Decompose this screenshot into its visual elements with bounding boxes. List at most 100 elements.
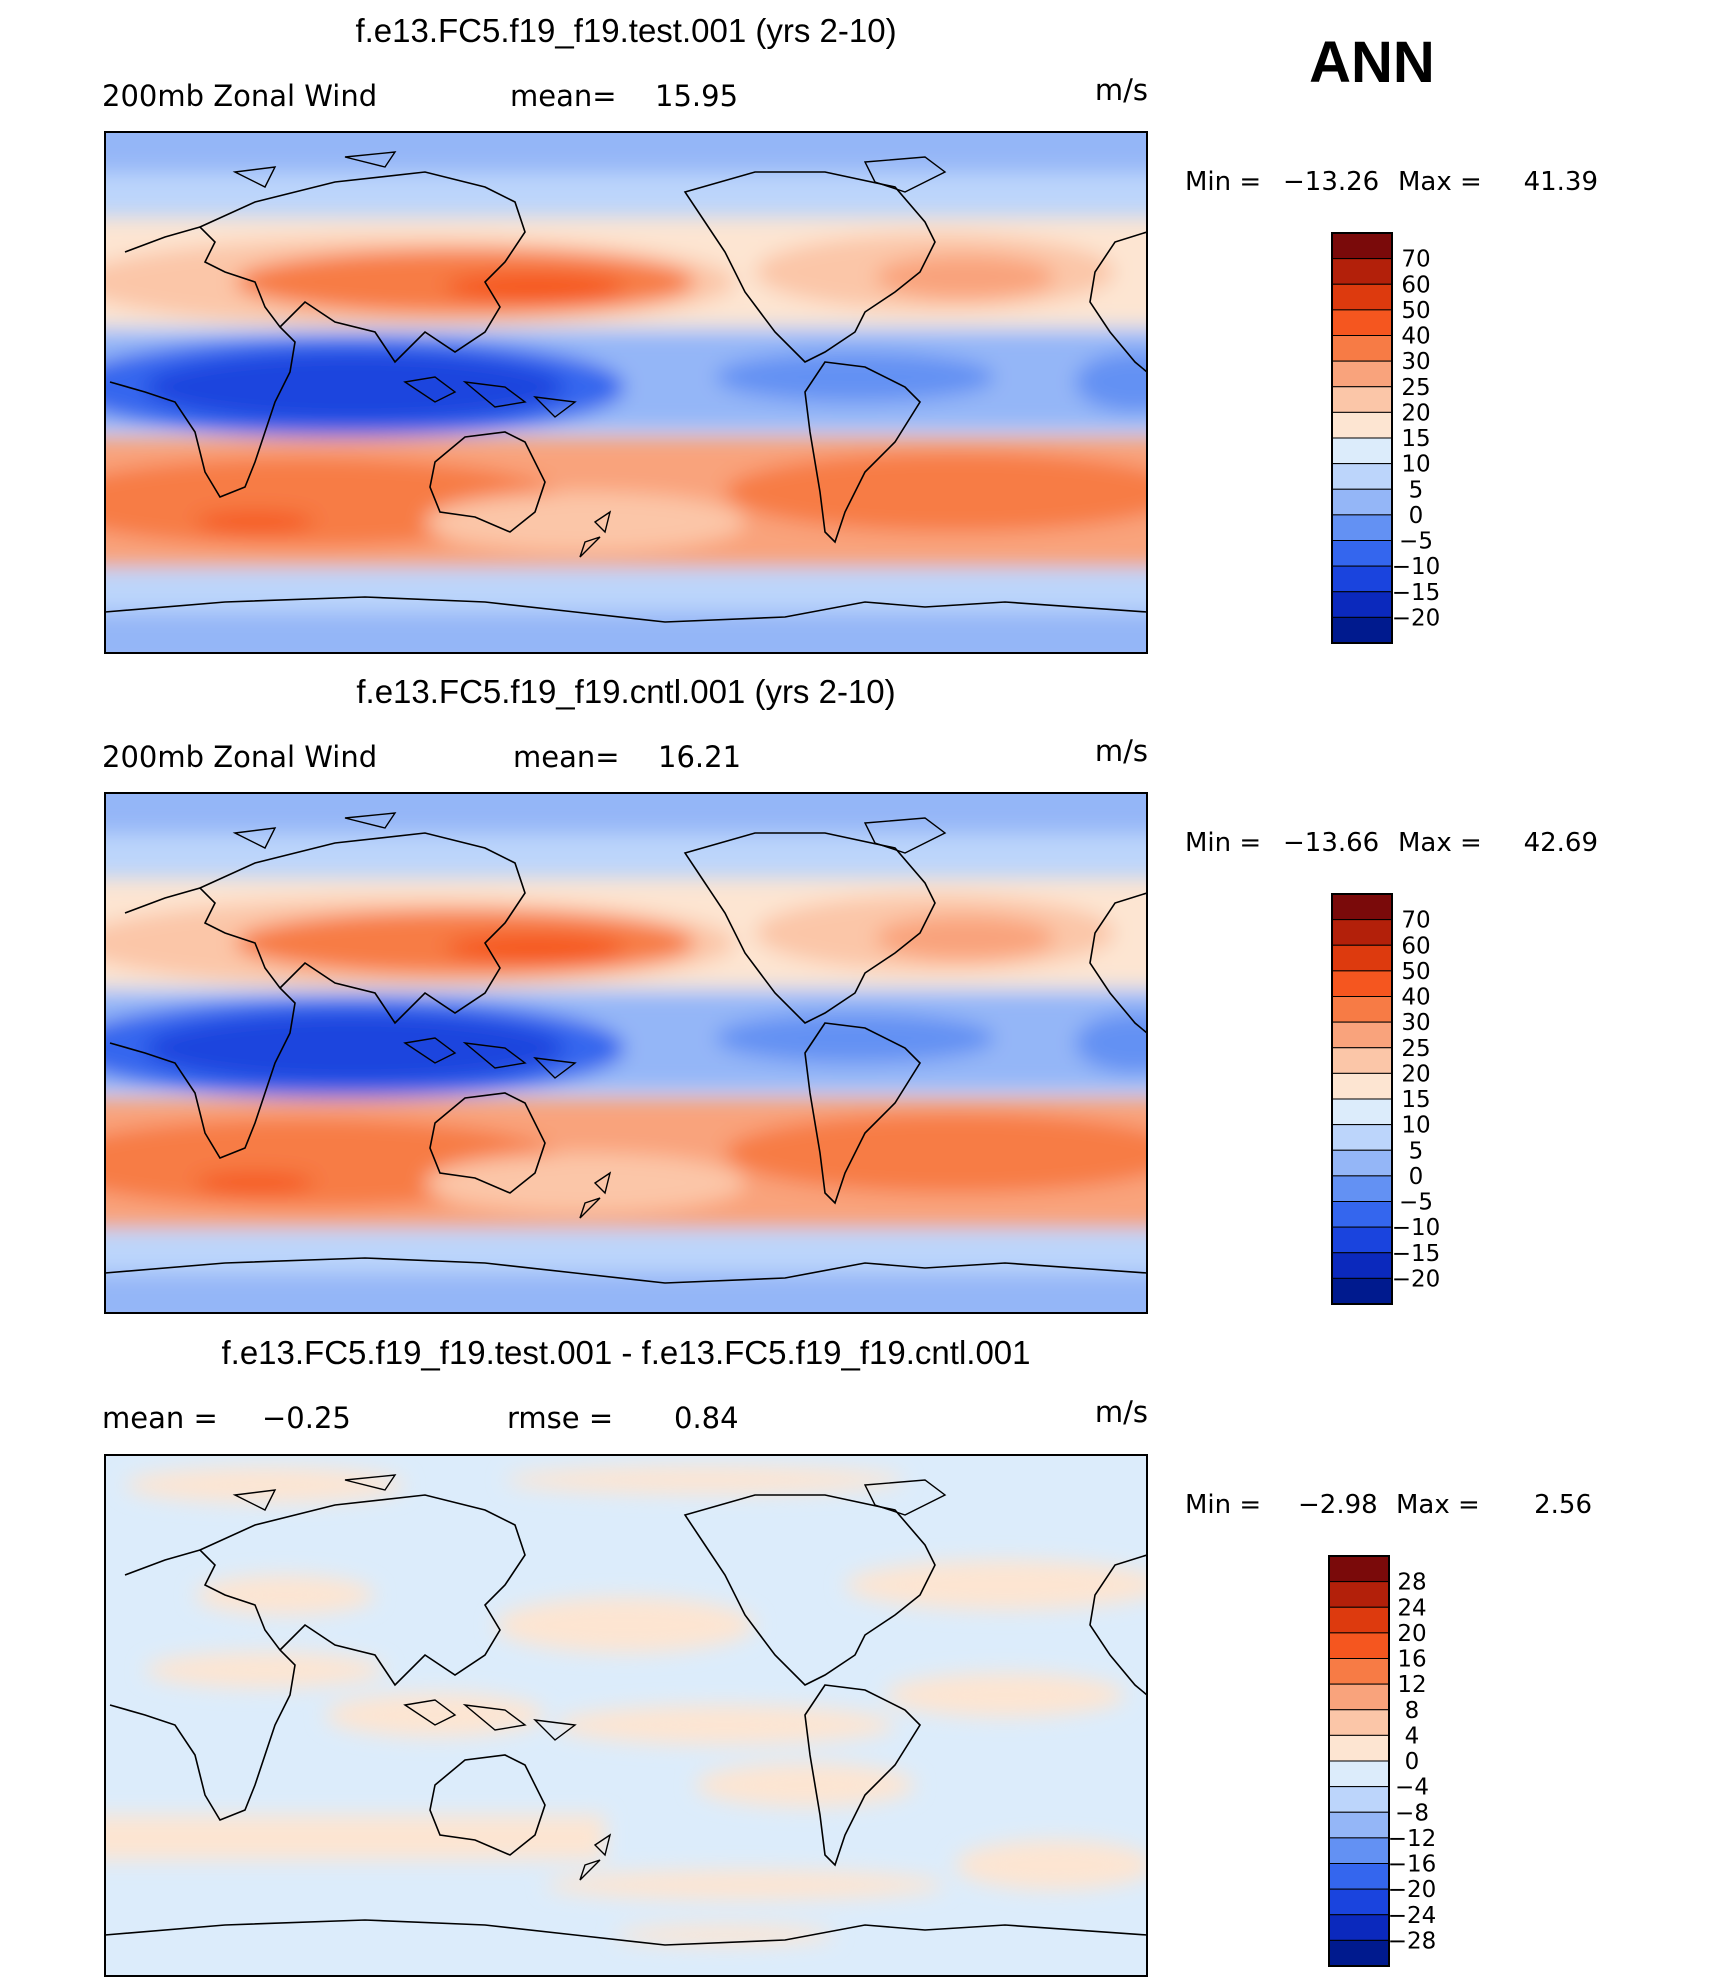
colorbar-box xyxy=(1328,1734,1390,1762)
colorbar-tick-label: 50 xyxy=(1401,959,1430,985)
colorbar-frame xyxy=(1331,232,1393,644)
colorbar-tick-label: −5 xyxy=(1399,1190,1433,1216)
colorbar-tick-label: −15 xyxy=(1392,1241,1441,1267)
mean-label: mean= xyxy=(513,740,620,774)
colorbar-tick-label: 28 xyxy=(1397,1570,1426,1596)
colorbar-box xyxy=(1328,1939,1390,1967)
min-label: Min = xyxy=(1185,167,1261,197)
min-value: −13.66 xyxy=(1283,828,1379,858)
colorbar-box xyxy=(1328,1914,1390,1941)
colorbar-tick-label: 40 xyxy=(1401,324,1430,350)
season-label: ANN xyxy=(1309,30,1435,95)
panel-difference: f.e13.FC5.f19_f19.test.001 - f.e13.FC5.f… xyxy=(102,1334,1592,1977)
mean-value: −0.25 xyxy=(262,1401,351,1435)
colorbar-box xyxy=(1328,1760,1390,1788)
panel-test: f.e13.FC5.f19_f19.test.001 (yrs 2-10) 20… xyxy=(102,12,1598,672)
colorbar-box xyxy=(1331,1098,1393,1126)
colorbar-box xyxy=(1331,919,1393,946)
map-frame xyxy=(104,792,1148,1314)
mean-value: 16.21 xyxy=(658,740,741,774)
colorbar-tick-label: 50 xyxy=(1401,298,1430,324)
colorbar-box xyxy=(1331,411,1393,439)
min-value: −13.26 xyxy=(1283,167,1379,197)
panel-title: f.e13.FC5.f19_f19.test.001 (yrs 2-10) xyxy=(355,12,896,49)
max-value: 42.69 xyxy=(1524,828,1598,858)
colorbar-tick-label: 40 xyxy=(1401,985,1430,1011)
min-label: Min = xyxy=(1185,828,1261,858)
map-frame xyxy=(104,131,1148,654)
colorbar-box xyxy=(1328,1888,1390,1916)
colorbar-box xyxy=(1328,1606,1390,1634)
colorbar-box xyxy=(1331,540,1393,567)
colorbar-box xyxy=(1331,1175,1393,1202)
map-plot xyxy=(105,773,1147,1333)
colorbar-tick-label: −20 xyxy=(1388,1877,1437,1903)
colorbar-box xyxy=(1331,1252,1393,1279)
colorbar-tick-label: 70 xyxy=(1401,908,1430,934)
colorbar-tick-label: 70 xyxy=(1401,247,1430,273)
colorbar-box xyxy=(1331,591,1393,618)
colorbar-tick-label: 15 xyxy=(1401,426,1430,452)
units-label: m/s xyxy=(1095,73,1148,107)
colorbar-frame xyxy=(1328,1555,1390,1967)
panel-title: f.e13.FC5.f19_f19.cntl.001 (yrs 2-10) xyxy=(356,673,895,710)
colorbar-tick-label: 4 xyxy=(1405,1723,1420,1749)
colorbar-box xyxy=(1328,1786,1390,1813)
rmse-label: rmse = xyxy=(507,1401,613,1435)
colorbar-tick-label: −24 xyxy=(1388,1903,1437,1929)
units-label: m/s xyxy=(1095,734,1148,768)
colorbar-tick-label: −10 xyxy=(1392,554,1441,580)
colorbar-box xyxy=(1328,1837,1390,1864)
colorbar-box xyxy=(1328,1581,1390,1608)
colorbar-tick-label: 60 xyxy=(1401,272,1430,298)
colorbar-tick-label: −10 xyxy=(1392,1215,1441,1241)
colorbar-box xyxy=(1331,258,1393,285)
colorbar-frame xyxy=(1331,893,1393,1305)
colorbar-box xyxy=(1328,1632,1390,1659)
variable-label: 200mb Zonal Wind xyxy=(102,740,377,774)
max-value: 41.39 xyxy=(1524,167,1598,197)
colorbar-box xyxy=(1331,1277,1393,1305)
map-plot xyxy=(105,112,1147,672)
colorbar-box xyxy=(1331,386,1393,413)
colorbar-tick-label: 25 xyxy=(1401,375,1430,401)
colorbar-tick-label: 0 xyxy=(1409,503,1424,529)
panel-title: f.e13.FC5.f19_f19.test.001 - f.e13.FC5.f… xyxy=(221,1334,1030,1371)
colorbar-tick-label: 30 xyxy=(1401,1010,1430,1036)
colorbar-tick-label: 20 xyxy=(1401,400,1430,426)
colorbar-tick-label: 12 xyxy=(1397,1672,1426,1698)
colorbar-box xyxy=(1331,283,1393,311)
colorbar-box xyxy=(1331,970,1393,997)
colorbar-tick-label: 15 xyxy=(1401,1087,1430,1113)
colorbar-tick-label: −5 xyxy=(1399,529,1433,555)
map-frame xyxy=(104,1454,1148,1977)
colorbar-box xyxy=(1331,1201,1393,1228)
mean-label: mean = xyxy=(102,1401,218,1435)
units-label: m/s xyxy=(1095,1395,1148,1429)
colorbar-box xyxy=(1331,944,1393,972)
mean-label: mean= xyxy=(510,79,617,113)
colorbar-box xyxy=(1331,996,1393,1023)
colorbar-box xyxy=(1331,360,1393,388)
min-label: Min = xyxy=(1185,1490,1261,1520)
colorbar-tick-label: 25 xyxy=(1401,1036,1430,1062)
colorbar-box xyxy=(1331,1226,1393,1254)
colorbar-tick-label: 24 xyxy=(1397,1595,1426,1621)
colorbar-box xyxy=(1331,1021,1393,1049)
colorbar-box xyxy=(1328,1658,1390,1685)
colorbar-tick-label: 5 xyxy=(1409,477,1424,503)
colorbar-box xyxy=(1331,893,1393,921)
colorbar-tick-label: 0 xyxy=(1409,1164,1424,1190)
colorbar-box xyxy=(1328,1555,1390,1583)
map-plot xyxy=(105,1455,1147,1976)
mean-value: 15.95 xyxy=(655,79,738,113)
colorbar-box xyxy=(1331,335,1393,362)
colorbar-tick-label: 30 xyxy=(1401,349,1430,375)
colorbar-box xyxy=(1331,437,1393,465)
colorbar-box xyxy=(1331,1047,1393,1074)
colorbar-tick-label: 16 xyxy=(1397,1647,1426,1673)
colorbar-box xyxy=(1331,463,1393,490)
variable-label: 200mb Zonal Wind xyxy=(102,79,377,113)
